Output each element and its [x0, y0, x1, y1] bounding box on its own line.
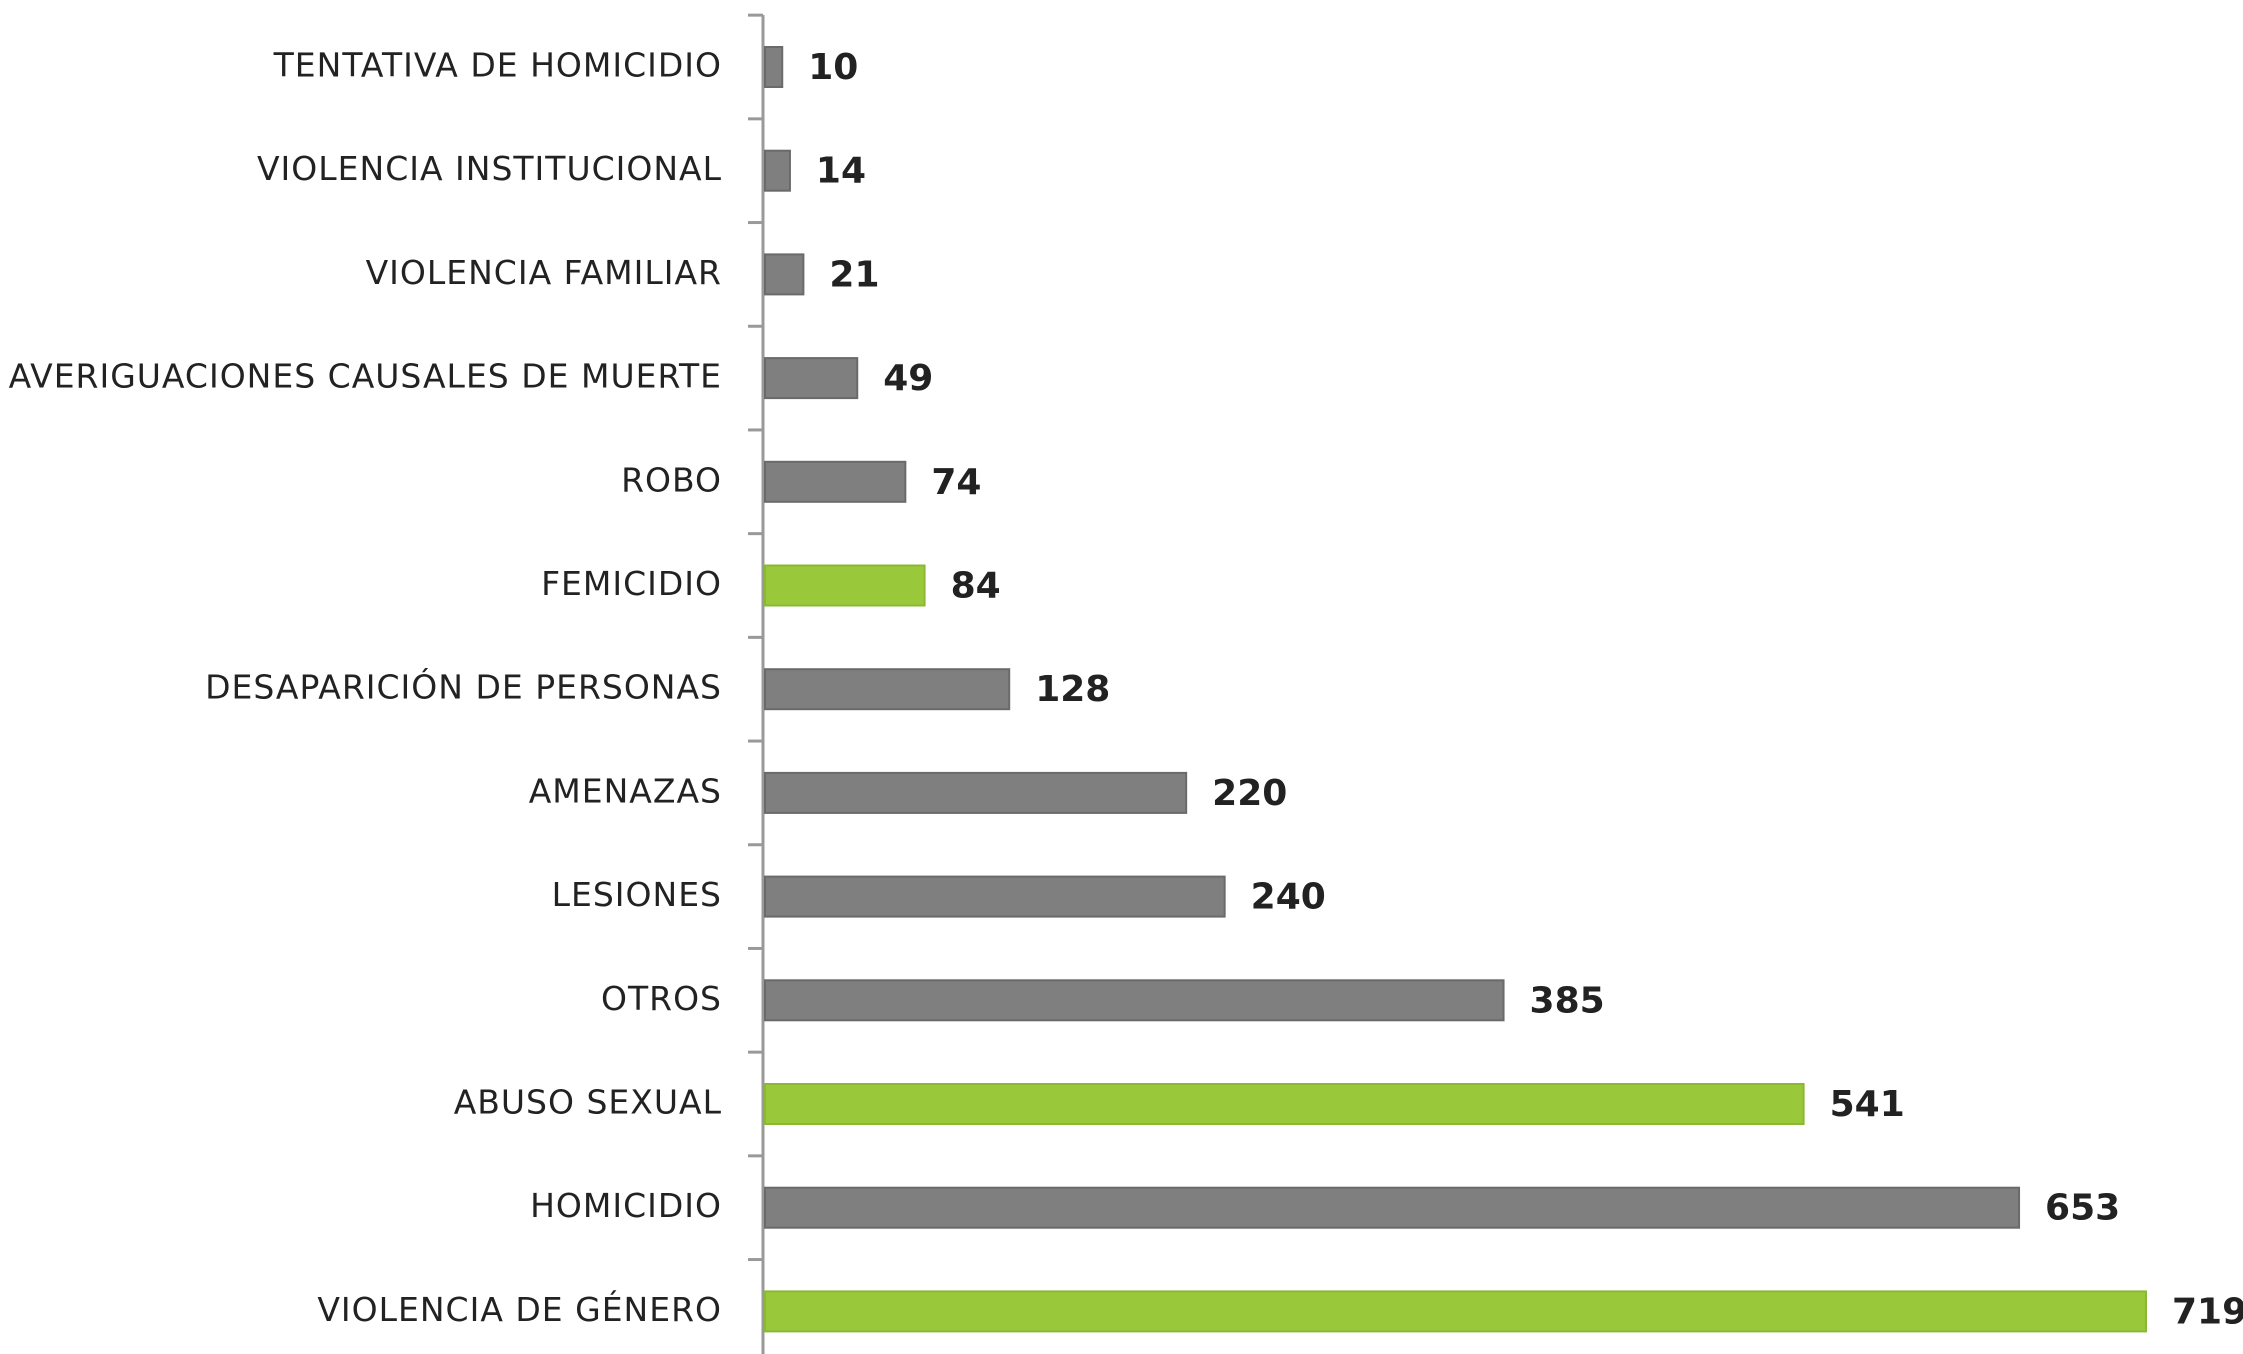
value-label: 74 — [931, 462, 981, 503]
category-label: DESAPARICIÓN DE PERSONAS — [205, 667, 722, 707]
value-label: 385 — [1530, 980, 1605, 1021]
bar — [764, 253, 805, 296]
bar — [764, 1083, 1805, 1125]
value-label: 49 — [883, 358, 933, 399]
value-label: 84 — [951, 566, 1001, 607]
value-label: 14 — [816, 151, 866, 192]
bar — [764, 1186, 2021, 1229]
bar — [764, 668, 1011, 711]
category-label: VIOLENCIA DE GÉNERO — [317, 1289, 722, 1329]
value-label: 719 — [2172, 1291, 2243, 1332]
bar — [764, 46, 784, 88]
category-label: LESIONES — [552, 875, 722, 914]
value-label: 240 — [1251, 877, 1326, 918]
category-label: ROBO — [621, 460, 722, 499]
bar — [764, 564, 926, 607]
category-label: OTROS — [601, 979, 722, 1018]
bar — [764, 149, 791, 192]
bar — [764, 460, 907, 503]
value-label: 10 — [808, 47, 858, 88]
bar — [764, 357, 859, 400]
category-label: VIOLENCIA FAMILIAR — [366, 253, 722, 292]
category-label: ABUSO SEXUAL — [454, 1083, 722, 1122]
value-label: 21 — [829, 254, 879, 295]
bar — [764, 1290, 2147, 1333]
category-label: FEMICIDIO — [541, 564, 722, 603]
category-label: HOMICIDIO — [530, 1186, 722, 1225]
bar — [764, 771, 1188, 814]
category-label: AMENAZAS — [529, 771, 722, 810]
value-label: 541 — [1830, 1084, 1905, 1125]
bar — [764, 979, 1505, 1022]
category-label: TENTATIVA DE HOMICIDIO — [273, 46, 722, 85]
category-label: AVERIGUACIONES CAUSALES DE MUERTE — [9, 357, 722, 396]
value-label: 653 — [2045, 1188, 2120, 1229]
bar — [764, 875, 1226, 918]
value-label: 220 — [1212, 773, 1287, 814]
value-label: 128 — [1035, 669, 1110, 710]
category-label: VIOLENCIA INSTITUCIONAL — [257, 149, 722, 188]
